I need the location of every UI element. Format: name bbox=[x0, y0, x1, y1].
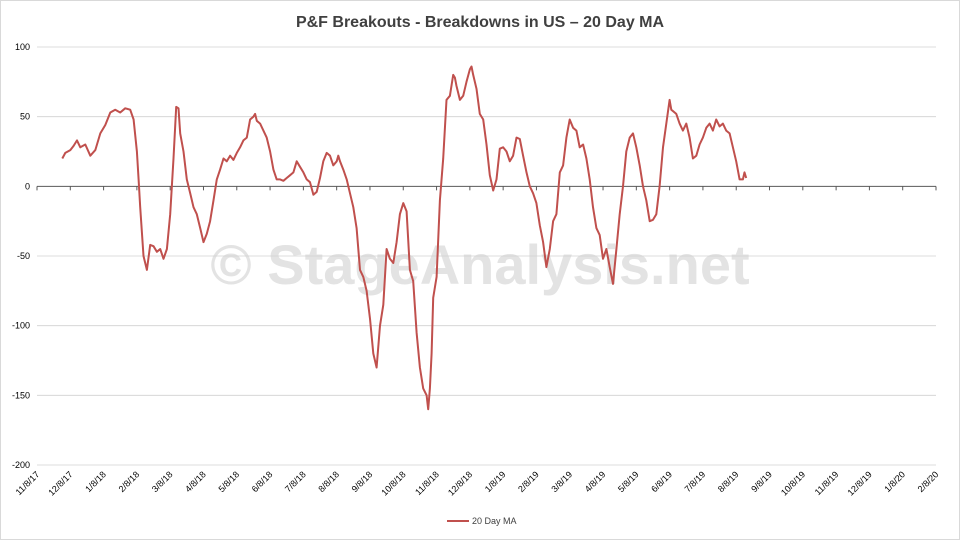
y-tick-label: 100 bbox=[15, 42, 30, 52]
series-line-20-day-ma bbox=[61, 65, 748, 411]
x-tick-label: 8/8/19 bbox=[716, 469, 741, 494]
legend: 20 Day MA bbox=[447, 516, 517, 526]
x-tick-label: 4/8/18 bbox=[183, 469, 208, 494]
y-tick-label: 50 bbox=[20, 112, 30, 122]
legend-label: 20 Day MA bbox=[472, 516, 517, 526]
y-tick-label: -200 bbox=[12, 460, 30, 470]
x-tick-label: 3/8/19 bbox=[549, 469, 574, 494]
watermark-text: © StageAnalysis.net bbox=[210, 233, 749, 296]
x-tick-label: 9/8/18 bbox=[350, 469, 375, 494]
x-tick-label: 12/8/19 bbox=[846, 469, 874, 497]
gridlines bbox=[37, 46, 936, 466]
x-tick-label: 6/8/19 bbox=[649, 469, 674, 494]
series-lines bbox=[61, 65, 748, 411]
x-tick-label: 5/8/18 bbox=[216, 469, 241, 494]
x-tick-label: 11/8/18 bbox=[413, 469, 441, 497]
x-tick-label: 7/8/18 bbox=[283, 469, 308, 494]
x-tick-label: 12/8/18 bbox=[446, 469, 474, 497]
x-tick-label: 1/8/19 bbox=[483, 469, 508, 494]
x-tick-label: 2/8/20 bbox=[916, 469, 941, 494]
y-axis-ticks: 100 50 0 -50 -100 -150 -200 bbox=[12, 42, 30, 470]
x-tick-label: 5/8/19 bbox=[616, 469, 641, 494]
y-tick-label: -50 bbox=[17, 251, 30, 261]
chart-title: P&F Breakouts - Breakdowns in US – 20 Da… bbox=[296, 14, 665, 31]
x-tick-label: 2/8/18 bbox=[117, 469, 142, 494]
x-tick-label: 8/8/18 bbox=[316, 469, 341, 494]
x-tick-label: 9/8/19 bbox=[749, 469, 774, 494]
x-tick-label: 11/8/19 bbox=[813, 469, 841, 497]
y-tick-label: 0 bbox=[25, 181, 30, 191]
x-tick-label: 4/8/19 bbox=[583, 469, 608, 494]
y-tick-label: -100 bbox=[12, 321, 30, 331]
x-tick-label: 11/8/17 bbox=[14, 469, 42, 497]
x-tick-label: 1/8/20 bbox=[882, 469, 907, 494]
x-tick-label: 6/8/18 bbox=[250, 469, 275, 494]
y-tick-label: -150 bbox=[12, 390, 30, 400]
x-tick-label: 10/8/19 bbox=[779, 469, 807, 497]
x-tick-label: 3/8/18 bbox=[150, 469, 175, 494]
x-tick-label: 12/8/17 bbox=[46, 469, 74, 497]
x-tick-label: 1/8/18 bbox=[83, 469, 108, 494]
x-tick-label: 2/8/19 bbox=[516, 469, 541, 494]
x-tick-label: 10/8/18 bbox=[379, 469, 407, 497]
x-tick-label: 7/8/19 bbox=[683, 469, 708, 494]
